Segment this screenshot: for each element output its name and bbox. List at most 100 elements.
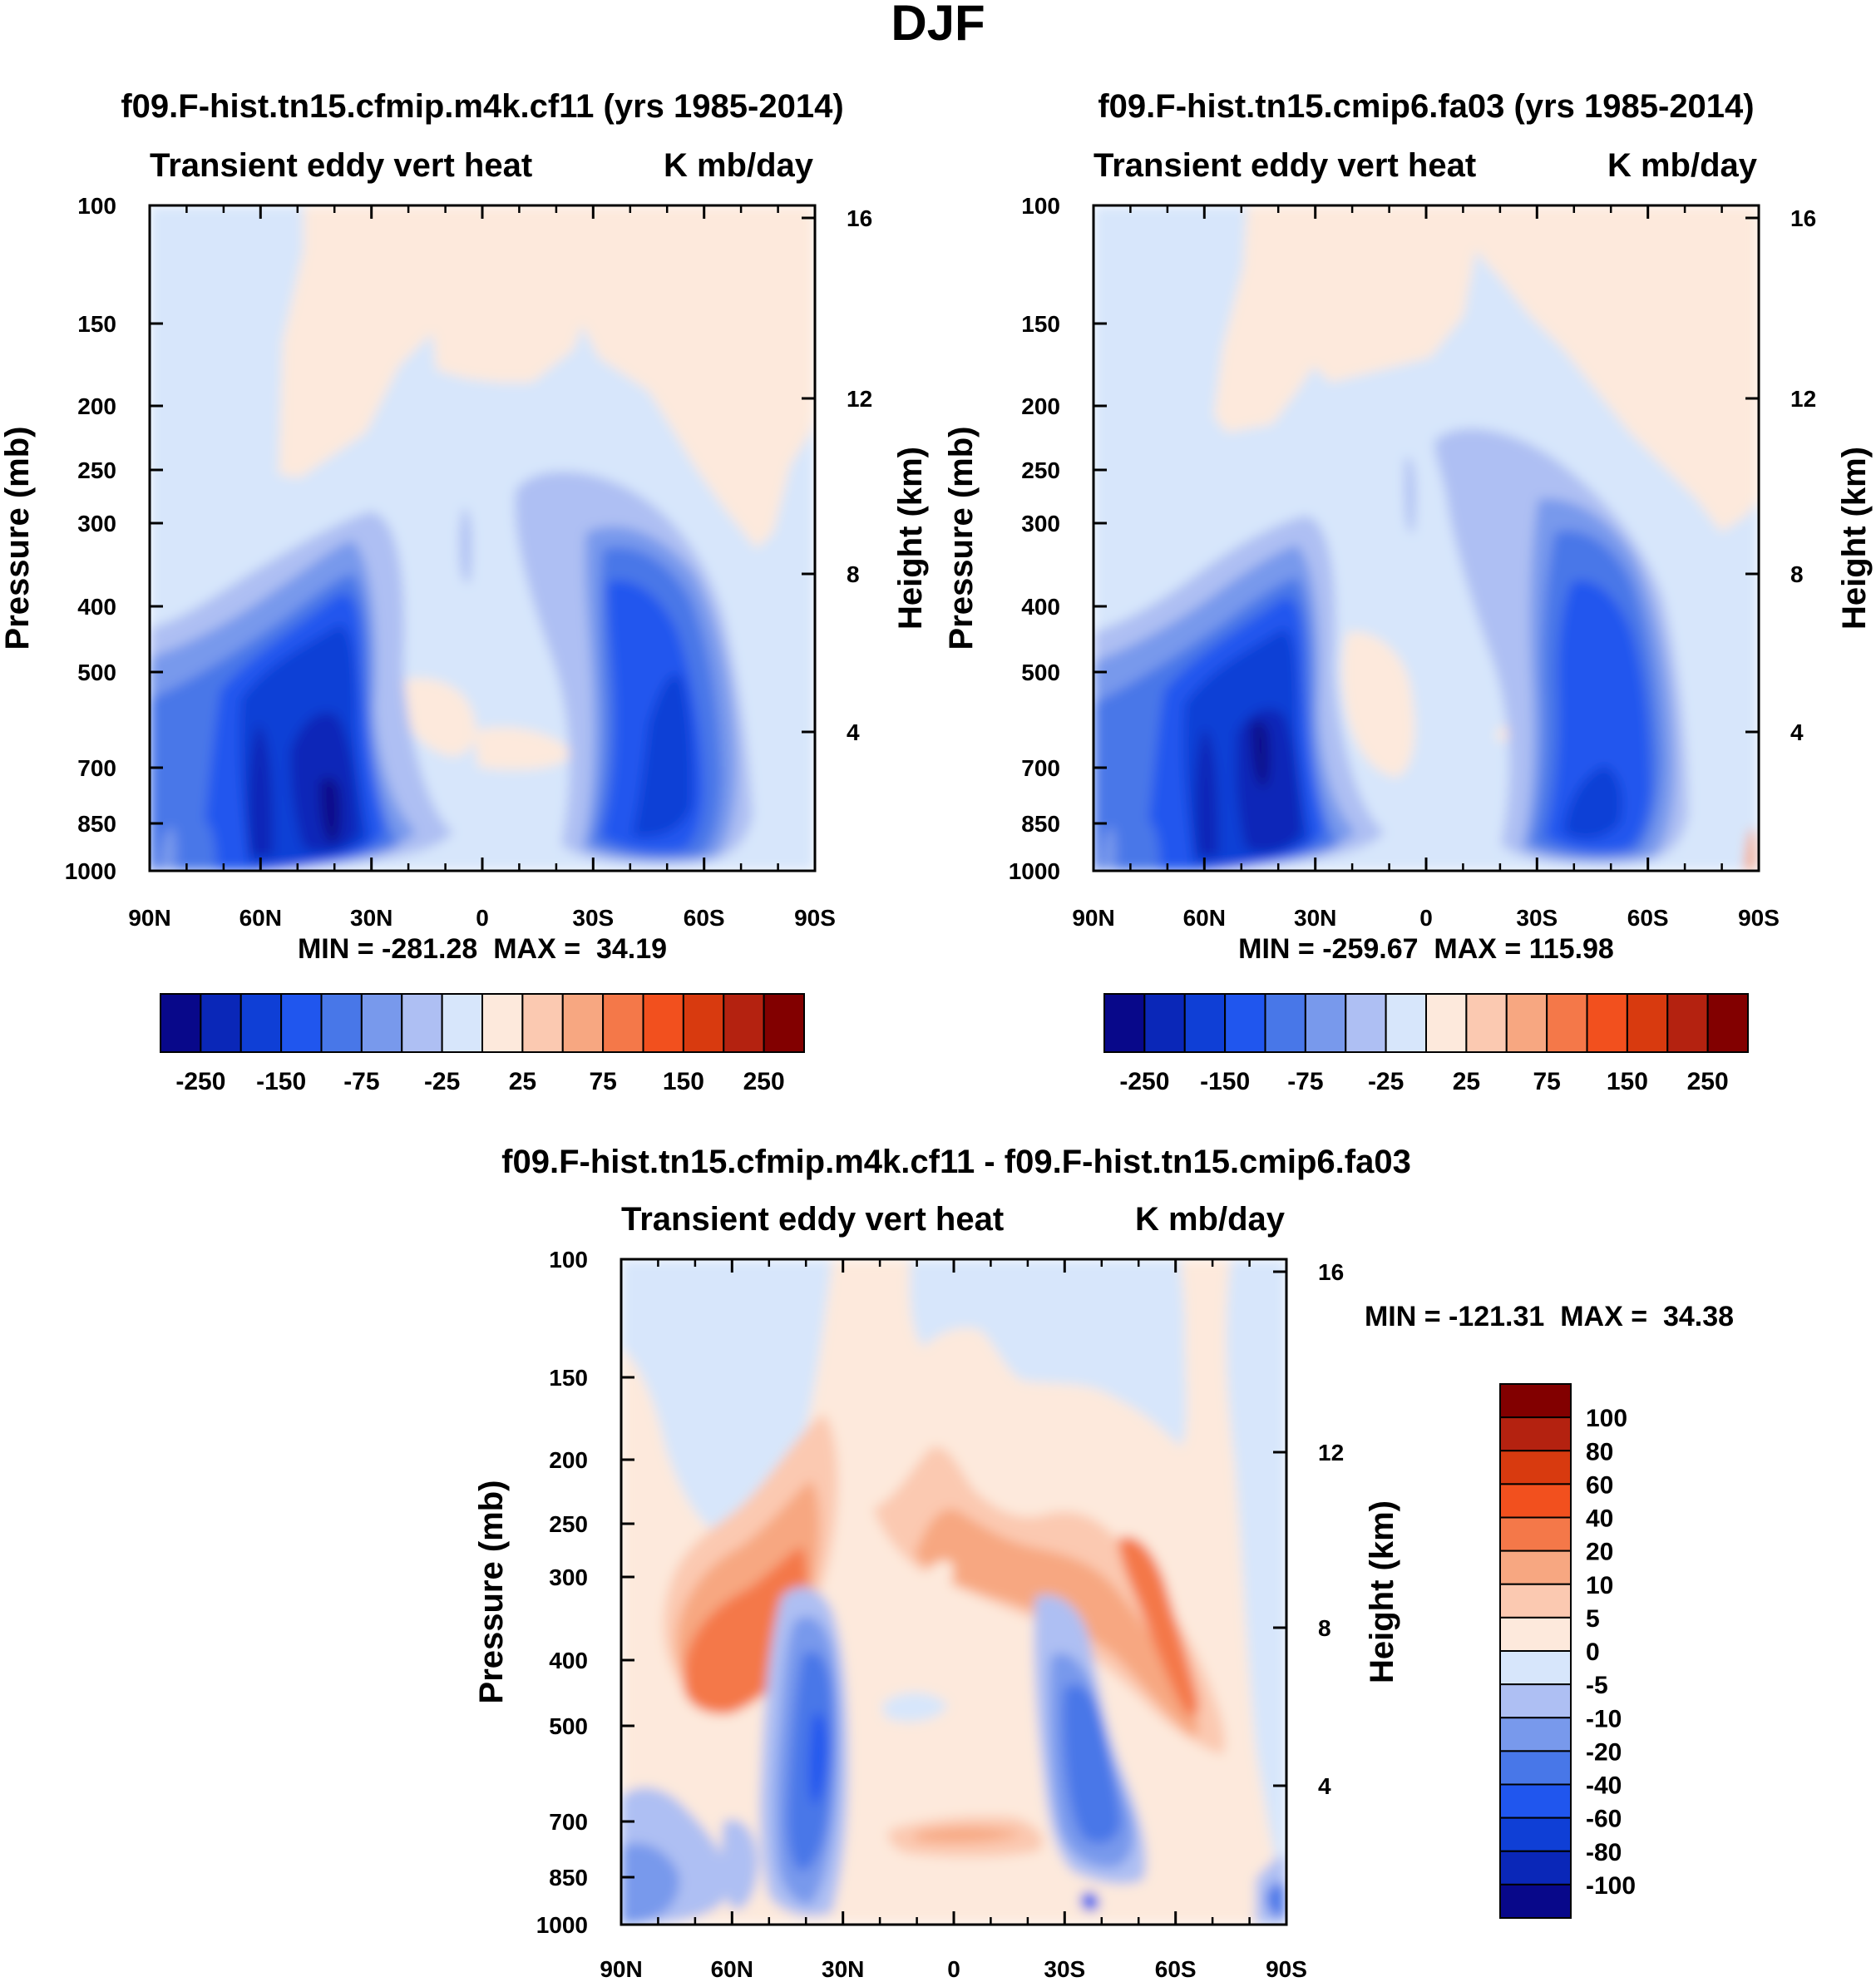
y2-tick-label: 4 [847, 719, 860, 745]
colorbar-swatch [1666, 993, 1709, 1053]
colorbar-swatch [401, 993, 443, 1053]
colorbar-label: -60 [1586, 1806, 1622, 1833]
y2-tick-label: 16 [1318, 1259, 1344, 1285]
y-tick-label: 250 [549, 1511, 588, 1537]
colorbar-swatch [1499, 1783, 1572, 1819]
y-tick-label: 400 [77, 594, 116, 620]
y-tick-label: 150 [1021, 311, 1060, 337]
colorbar-swatch [1224, 993, 1266, 1053]
y2-tick-label: 4 [1318, 1773, 1331, 1799]
colorbar-panel-1: -250 -150 -75 -25 25 75 150 250 [160, 993, 805, 1095]
colorbar-label: 250 [1687, 1068, 1729, 1095]
x-tick-label: 30N [350, 905, 392, 931]
colorbar-label: -75 [1287, 1068, 1323, 1095]
y2-tick-label: 12 [1318, 1440, 1344, 1465]
x-tick-label: 90N [128, 905, 170, 931]
colorbar-swatch [360, 993, 403, 1053]
y2-axis-label: Height (km) [892, 447, 929, 630]
colorbar-swatch [1499, 1550, 1572, 1585]
colorbar-label: 40 [1586, 1505, 1613, 1533]
y-tick-label: 1000 [536, 1912, 588, 1938]
panel-model-cfmip: f09.F-hist.tn15.cfmip.m4k.cf11 (yrs 1985… [0, 88, 929, 965]
colorbar-swatch [1345, 993, 1387, 1053]
colorbar-label: 250 [743, 1068, 785, 1095]
y-tick-label: 700 [77, 755, 116, 781]
field-name-label: Transient eddy vert heat [621, 1201, 1004, 1238]
colorbar-swatch [1499, 1583, 1572, 1619]
x-axis-ticks [620, 1259, 1288, 1925]
y-tick-label: 250 [1021, 457, 1060, 483]
colorbar-label: -75 [343, 1068, 379, 1095]
y-tick-label: 500 [549, 1713, 588, 1739]
colorbar-swatch [642, 993, 684, 1053]
panel-title: f09.F-hist.tn15.cmip6.fa03 (yrs 1985-201… [1098, 88, 1754, 125]
colorbar-swatch [763, 993, 805, 1053]
field-name-label: Transient eddy vert heat [150, 147, 532, 184]
x-tick-label: 90S [1266, 1956, 1307, 1982]
y-tick-label: 100 [77, 193, 116, 219]
x-tick-label: 90S [1738, 905, 1780, 931]
x-tick-label: 90S [794, 905, 836, 931]
y-axis-label: Pressure (mb) [943, 427, 980, 650]
x-tick-label: 30N [822, 1956, 864, 1982]
y-tick-label: 1000 [65, 858, 116, 884]
y-axis-label: Pressure (mb) [473, 1480, 510, 1704]
colorbar-swatch [200, 993, 242, 1053]
colorbar-panel-2: -250 -150 -75 -25 25 75 150 250 [1103, 993, 1749, 1095]
y2-tick-label: 8 [1318, 1615, 1331, 1641]
colorbar-label: 80 [1586, 1438, 1613, 1465]
min-max-label: MIN = -259.67 MAX = 115.98 [1238, 933, 1614, 965]
colorbar-swatch [481, 993, 524, 1053]
y2-tick-label: 16 [1790, 205, 1816, 231]
colorbar-swatch [239, 993, 283, 1053]
x-tick-label: 60N [1183, 905, 1226, 931]
y-axis-label: Pressure (mb) [0, 427, 36, 650]
x-tick-label: 60S [684, 905, 725, 931]
y-tick-label: 700 [1021, 755, 1060, 781]
x-tick-label: 90N [1072, 905, 1114, 931]
y2-axis-ticks [1273, 1270, 1286, 1787]
colorbar-swatch [1499, 1616, 1572, 1652]
contour-field [621, 1259, 1286, 1925]
colorbar-label: 75 [1533, 1068, 1560, 1095]
y-tick-label: 500 [77, 660, 116, 685]
colorbar-swatch [1499, 1650, 1572, 1686]
colorbar-swatch [1499, 1883, 1572, 1919]
colorbar-swatch [1499, 1383, 1572, 1419]
colorbar-label: -150 [1200, 1068, 1250, 1095]
colorbar-label: 5 [1586, 1605, 1600, 1633]
colorbar-swatch [1264, 993, 1306, 1053]
colorbar-swatch [1143, 993, 1186, 1053]
y2-tick-label: 12 [847, 386, 872, 412]
colorbar-label: 75 [589, 1068, 616, 1095]
panel-difference: f09.F-hist.tn15.cfmip.m4k.cf11 - f09.F-h… [473, 1144, 1734, 1982]
y-tick-label: 200 [77, 393, 116, 419]
y-tick-label: 850 [77, 811, 116, 837]
y-tick-label: 100 [1021, 193, 1060, 219]
min-max-label: MIN = -121.31 MAX = 34.38 [1365, 1301, 1734, 1332]
y-tick-label: 400 [549, 1648, 588, 1673]
colorbar-label: -5 [1586, 1672, 1608, 1699]
colorbar-swatch [1626, 993, 1669, 1053]
colorbar-swatch [561, 993, 605, 1053]
y2-axis-label: Height (km) [1836, 447, 1873, 630]
panel-title: f09.F-hist.tn15.cfmip.m4k.cf11 (yrs 1985… [121, 88, 843, 125]
units-label: K mb/day [1607, 147, 1758, 184]
colorbar-swatch [441, 993, 483, 1053]
colorbar-swatch [160, 993, 202, 1053]
field-name-label: Transient eddy vert heat [1094, 147, 1476, 184]
x-axis-ticks [1092, 205, 1760, 871]
colorbar-swatch [723, 993, 765, 1053]
colorbar-label: 100 [1586, 1405, 1627, 1432]
y2-tick-label: 8 [1790, 561, 1804, 587]
y-tick-label: 1000 [1009, 858, 1060, 884]
colorbar-swatch [1499, 1750, 1572, 1786]
colorbar-label: -20 [1586, 1738, 1622, 1766]
panel-model-cmip6: f09.F-hist.tn15.cmip6.fa03 (yrs 1985-201… [943, 88, 1873, 965]
min-max-label: MIN = -281.28 MAX = 34.19 [298, 933, 667, 965]
contour-field [1094, 205, 1759, 871]
colorbar-swatch [1499, 1416, 1572, 1452]
colorbar-swatch [1499, 1516, 1572, 1552]
y-tick-label: 250 [77, 457, 116, 483]
y2-tick-label: 4 [1790, 719, 1804, 745]
